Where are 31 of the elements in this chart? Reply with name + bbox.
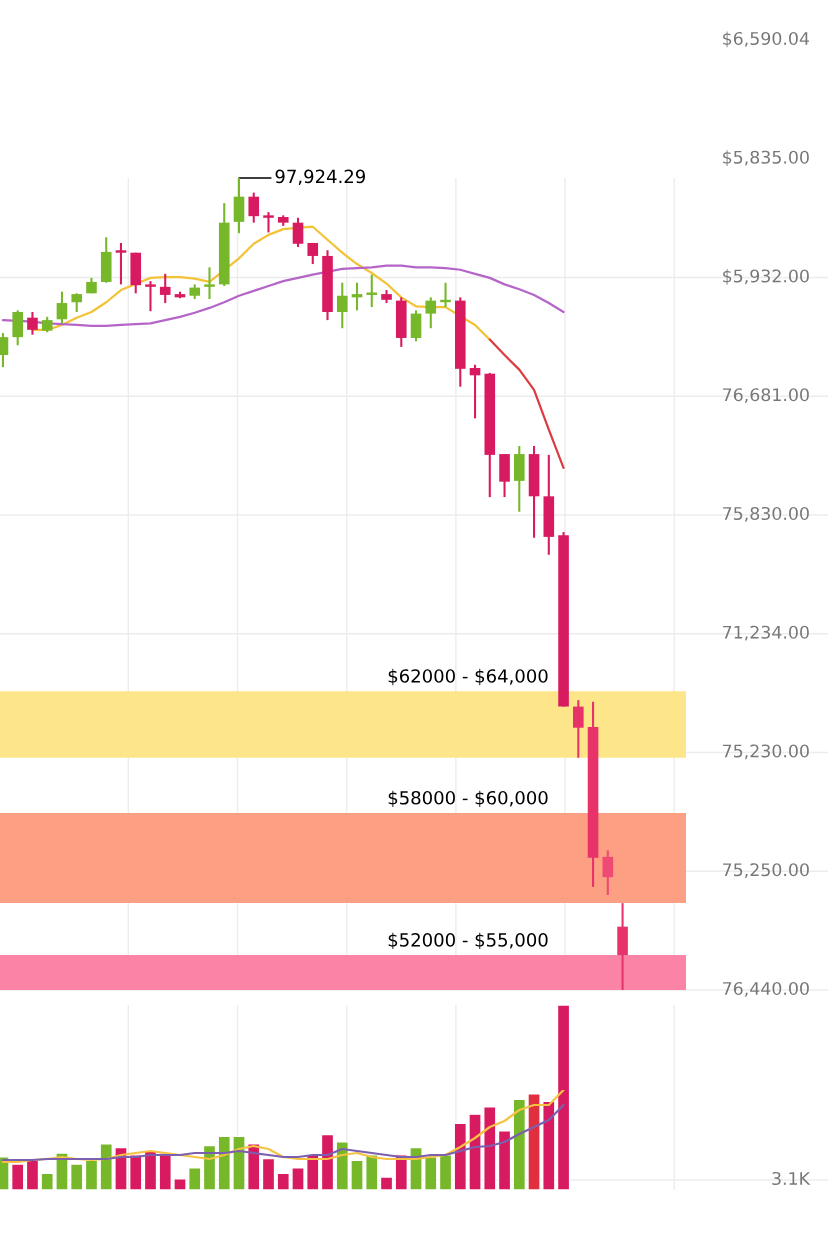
text: 76,440.00 <box>723 981 809 997</box>
text: 3.1K <box>772 1171 811 1186</box>
candlestick <box>248 191 260 224</box>
candlestick <box>27 310 38 336</box>
text: $6,590.04 <box>723 31 810 48</box>
candlestick <box>366 273 378 309</box>
candlestick <box>56 290 68 325</box>
candlestick <box>602 849 614 897</box>
candlestick <box>263 211 274 234</box>
bar <box>261 1157 276 1190</box>
text: $5,932.00 <box>723 269 809 285</box>
candlestick <box>336 281 348 330</box>
candlestick <box>145 280 156 313</box>
text: 71,234.00 <box>723 625 809 641</box>
text: 75,230.00 <box>723 744 809 760</box>
band-label: $52000 - $55,000 <box>388 932 548 950</box>
text: $5,835.00 <box>723 150 809 167</box>
text: 75,250.00 <box>723 863 809 879</box>
candlestick <box>159 272 171 305</box>
text: 75,830.00 <box>723 506 809 522</box>
candlestick <box>204 266 215 301</box>
candlestick <box>425 296 437 330</box>
text: 76,681.00 <box>723 388 809 404</box>
candlestick <box>115 241 127 286</box>
candlestick <box>572 699 584 759</box>
candlestick <box>292 216 304 249</box>
band-label: $62000 - $64,000 <box>388 668 548 686</box>
candlestick <box>469 363 481 420</box>
band-label: $58000 - $60,000 <box>388 790 548 808</box>
annotation: 97,924.29 <box>275 169 366 186</box>
candlestick <box>71 292 83 314</box>
